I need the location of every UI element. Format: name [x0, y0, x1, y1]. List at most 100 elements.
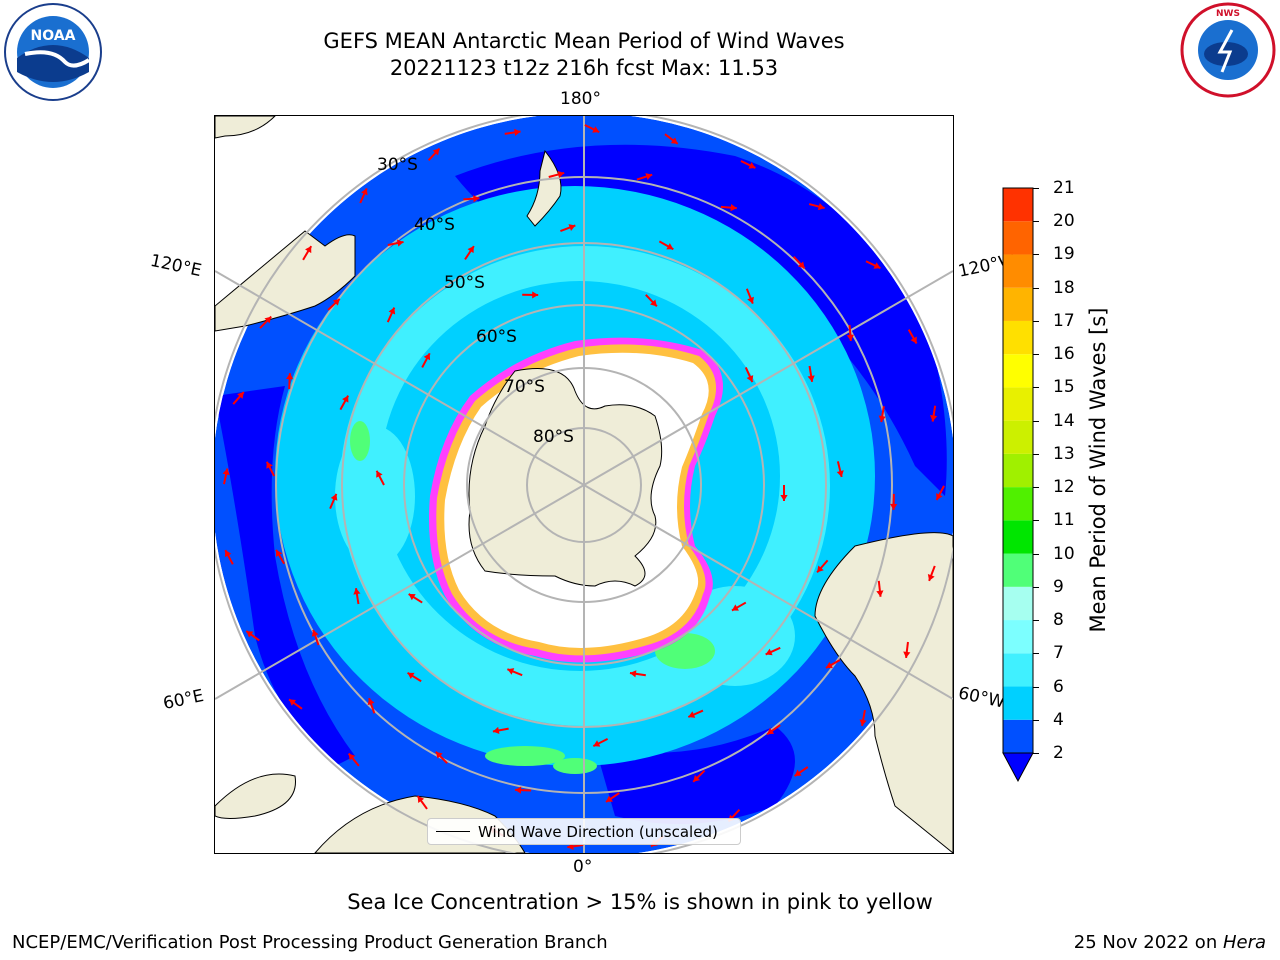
- wind-arrow-head: [432, 148, 440, 156]
- graticule: [215, 116, 953, 853]
- colorbar-tick: [1033, 188, 1039, 189]
- colorbar-tick: [1033, 354, 1039, 356]
- wind-arrow-head: [629, 670, 637, 678]
- colorbar-tick: [1033, 453, 1039, 455]
- wind-arrow-head: [417, 795, 425, 803]
- top-left-land: [215, 116, 276, 139]
- wind-arrow-head: [930, 415, 938, 422]
- wind-arrow-head: [890, 503, 898, 510]
- colorbar-tick: [1033, 487, 1039, 489]
- lat-label-50s: 50°S: [444, 273, 485, 293]
- wind-arrow-head: [873, 262, 881, 269]
- wind-arrow-head: [348, 753, 356, 761]
- colorbar-segment: [1003, 620, 1033, 654]
- lon-label-60w: 60°W: [956, 683, 1007, 713]
- lat-label-30s: 30°S: [377, 155, 418, 175]
- wind-arrow-head: [224, 550, 232, 558]
- colorbar-segment: [1003, 487, 1033, 521]
- colorbar-segment: [1003, 553, 1033, 587]
- colorbar-segment: [1003, 188, 1033, 222]
- wind-arrow-head: [825, 661, 833, 669]
- wind-arrow-head: [748, 162, 756, 169]
- lat-label-40s: 40°S: [414, 215, 455, 235]
- wind-arrow-head: [507, 668, 515, 675]
- wind-arrow-head: [423, 353, 431, 361]
- wind-arrow-head: [878, 415, 886, 423]
- noaa-logo: NOAA: [3, 2, 103, 102]
- lat-label-60s: 60°S: [476, 327, 517, 347]
- colorbar-tick-label: 8: [1053, 610, 1064, 631]
- wind-arrow-head: [817, 565, 824, 573]
- wind-arrow-head: [666, 243, 674, 250]
- wind-arrow-head: [246, 631, 254, 638]
- colorbar-tick-label: 17: [1053, 310, 1075, 331]
- wind-arrow-head: [910, 336, 917, 344]
- wind-arrow-head: [342, 395, 349, 403]
- colorbar-segment: [1003, 320, 1033, 355]
- colorbar-tick-label: 9: [1053, 576, 1064, 597]
- colorbar-segment: [1003, 586, 1033, 621]
- wind-arrow-head: [467, 246, 474, 254]
- wind-arrow-head: [927, 574, 935, 581]
- wind-arrow-head: [605, 795, 613, 802]
- colorbar-extend-arrow: [1002, 752, 1034, 783]
- colorbar-tick-label: 18: [1053, 277, 1075, 298]
- wind-arrow-head: [903, 651, 911, 658]
- colorbar-segment: [1003, 287, 1033, 321]
- wind-arrow-head: [794, 769, 802, 777]
- wind-arrow-head: [532, 291, 539, 299]
- colorbar-tick: [1033, 719, 1039, 721]
- wind-arrow-head: [222, 468, 230, 476]
- wind-arrow-head: [396, 239, 404, 247]
- wind-arrow-head: [688, 711, 696, 718]
- colorbar-segment: [1003, 254, 1033, 288]
- colorbar-tick: [1033, 287, 1039, 289]
- svg-text:NWS: NWS: [1216, 9, 1240, 19]
- colorbar-segment: [1003, 387, 1033, 421]
- colorbar-tick-label: 12: [1053, 477, 1075, 498]
- colorbar-tick-label: 7: [1053, 643, 1064, 664]
- wind-arrow-head: [645, 173, 653, 180]
- wind-arrow-head: [408, 594, 416, 601]
- wind-arrow-head: [376, 470, 383, 478]
- lat-label-80s: 80°S: [533, 427, 574, 447]
- colorbar-segment: [1003, 686, 1033, 720]
- colorbar-tick-label: 20: [1053, 211, 1075, 232]
- footer-date: 25 Nov 2022 on Hera: [1073, 932, 1266, 953]
- colorbar-tick-label: 15: [1053, 377, 1075, 398]
- wind-arrow-head: [730, 204, 737, 212]
- svg-text:NOAA: NOAA: [31, 28, 76, 44]
- colorbar-tick: [1033, 686, 1039, 688]
- colorbar-tick: [1033, 753, 1039, 754]
- caption: Sea Ice Concentration > 15% is shown in …: [347, 890, 933, 914]
- wind-arrow-head: [276, 549, 283, 557]
- chart-title-line2: 20221123 t12z 216h fcst Max: 11.53: [389, 56, 779, 80]
- colorbar-segment: [1003, 520, 1033, 554]
- wind-arrow-head: [670, 137, 678, 144]
- wind-arrow-head: [836, 470, 844, 477]
- wind-arrow-head: [746, 375, 754, 383]
- colorbar-tick: [1033, 320, 1039, 322]
- wind-arrow-head: [592, 126, 600, 133]
- nws-logo: NWS: [1180, 2, 1276, 98]
- wind-arrow-head: [264, 316, 272, 324]
- legend-line-icon: [436, 831, 470, 832]
- lat-label-70s: 70°S: [504, 377, 545, 397]
- lon-label-120e: 120°E: [148, 250, 204, 282]
- south-america-land: [814, 532, 953, 853]
- wind-arrow-head: [876, 590, 884, 597]
- colorbar-tick: [1033, 221, 1039, 223]
- lon-label-60e: 60°E: [161, 685, 206, 715]
- colorbar-tick: [1033, 653, 1039, 655]
- wind-arrow-head: [936, 493, 943, 501]
- wind-wave-arrows: [222, 124, 945, 850]
- legend-label: Wind Wave Direction (unscaled): [478, 822, 718, 841]
- colorbar-tick: [1033, 254, 1039, 256]
- colorbar-tick: [1033, 620, 1039, 622]
- colorbar-segment: [1003, 653, 1033, 687]
- wind-arrow-head: [859, 719, 867, 726]
- wind-arrow-head: [305, 246, 312, 254]
- wind-arrow-head: [407, 672, 415, 680]
- colorbar-segment: [1003, 221, 1033, 255]
- colorbar-segment: [1003, 719, 1033, 753]
